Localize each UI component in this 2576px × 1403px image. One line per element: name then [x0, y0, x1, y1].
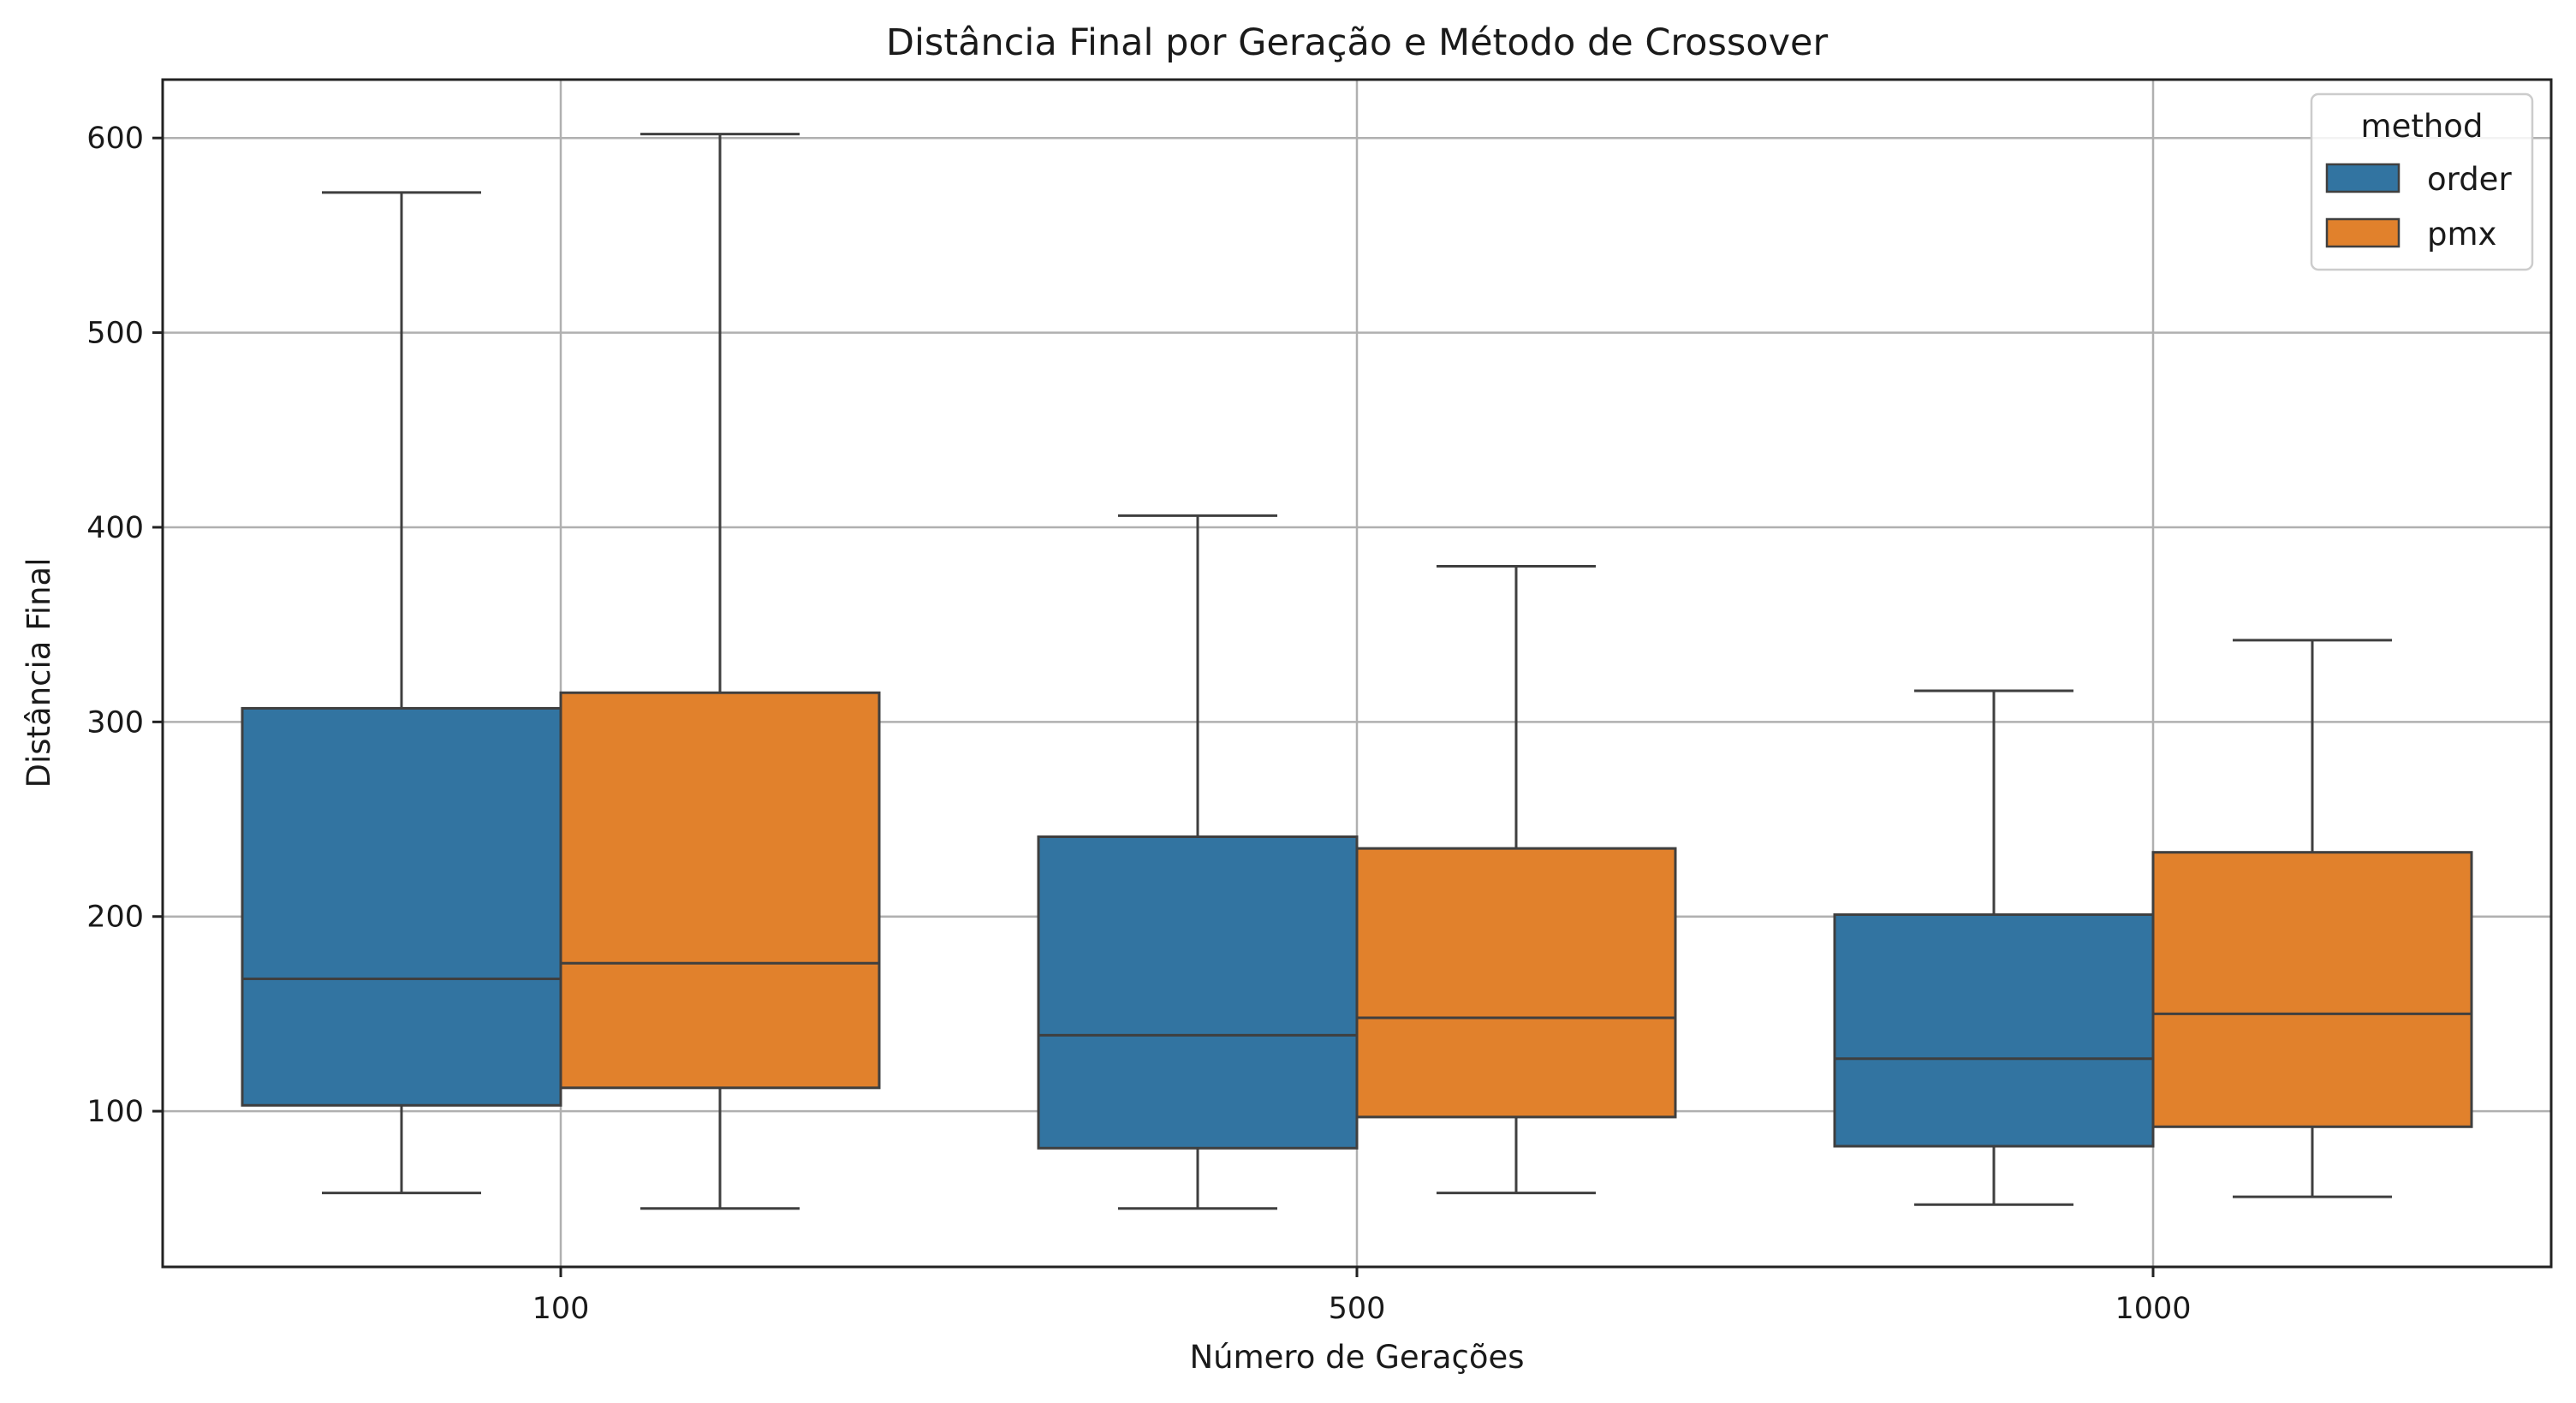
box-iqr: [241, 706, 562, 1107]
box-iqr: [1355, 847, 1677, 1119]
box-order-1000: [1833, 689, 2155, 1206]
box-pmx-100: [559, 133, 881, 1210]
box-pmx-500: [1355, 564, 1677, 1195]
y-tick-label: 600: [86, 122, 144, 156]
x-axis-ticks: 100 500 1000: [532, 1267, 2192, 1326]
y-tick-label: 200: [86, 901, 144, 935]
x-axis-label: Número de Gerações: [1189, 1339, 1524, 1376]
box-iqr: [1037, 835, 1359, 1150]
box-iqr: [2151, 851, 2473, 1128]
y-axis-label: Distância Final: [21, 557, 57, 788]
y-tick-label: 500: [86, 317, 144, 351]
x-tick-label: 1000: [2115, 1292, 2191, 1326]
box-order-500: [1037, 514, 1359, 1210]
y-tick-label: 400: [86, 511, 144, 545]
y-axis-ticks: 100 200 300 400 500 600: [86, 122, 163, 1129]
box-iqr: [1833, 913, 2155, 1148]
legend-label-pmx: pmx: [2427, 216, 2496, 253]
box-series: [241, 133, 2473, 1210]
legend: method order pmx: [2310, 92, 2534, 271]
chart-title: Distância Final por Geração e Método de …: [886, 21, 1829, 64]
x-tick-label: 100: [532, 1292, 590, 1326]
y-tick-label: 100: [86, 1095, 144, 1129]
box-order-100: [241, 191, 562, 1195]
box-iqr: [559, 691, 881, 1090]
legend-label-order: order: [2427, 161, 2512, 198]
legend-swatch-order: [2325, 163, 2400, 193]
legend-title: method: [2361, 108, 2484, 145]
y-tick-label: 300: [86, 705, 144, 740]
x-tick-label: 500: [1329, 1292, 1386, 1326]
box-pmx-1000: [2151, 639, 2473, 1198]
legend-swatch-pmx: [2325, 217, 2400, 248]
